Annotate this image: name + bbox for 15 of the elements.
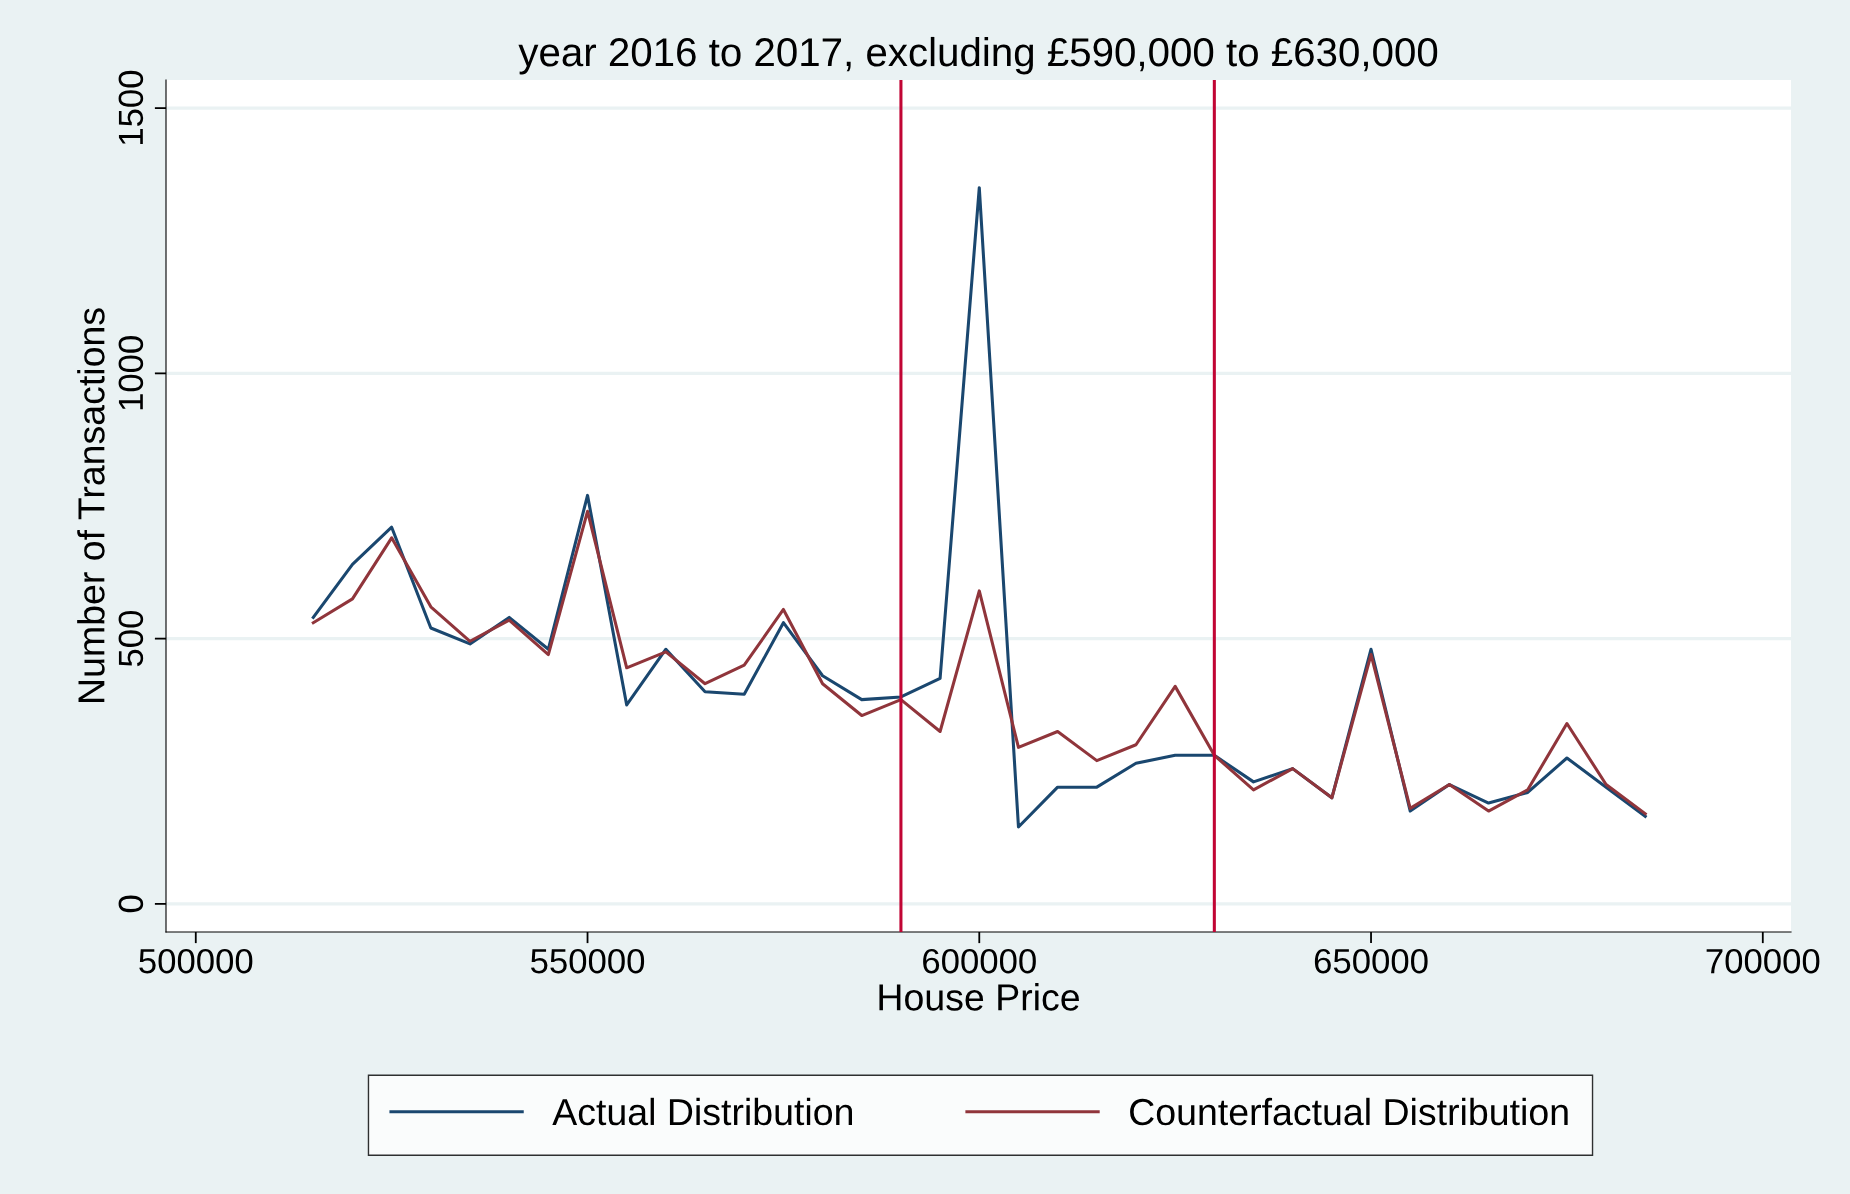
y-tick-label: 1500 bbox=[118, 70, 144, 145]
legend-label: Actual Distribution bbox=[552, 1097, 852, 1126]
x-tick-label: 500000 bbox=[139, 948, 253, 974]
x-tick-label: 650000 bbox=[1314, 948, 1428, 974]
y-tick-label: 1000 bbox=[118, 336, 144, 410]
legend-label: Counterfactual Distribution bbox=[1130, 1097, 1568, 1126]
y-axis-title: Number of Transactions bbox=[77, 308, 105, 702]
y-tick-label: 500 bbox=[118, 611, 144, 667]
x-tick-label: 700000 bbox=[1706, 948, 1820, 974]
line-series bbox=[311, 509, 1647, 816]
x-tick-label: 600000 bbox=[923, 948, 1036, 974]
x-tick-label: 550000 bbox=[530, 948, 645, 974]
x-axis-title: House Price bbox=[879, 983, 1079, 1011]
y-tick-label: 0 bbox=[118, 895, 144, 913]
chart-title: year 2016 to 2017, excluding £590,000 to £630,000 bbox=[518, 36, 1438, 75]
